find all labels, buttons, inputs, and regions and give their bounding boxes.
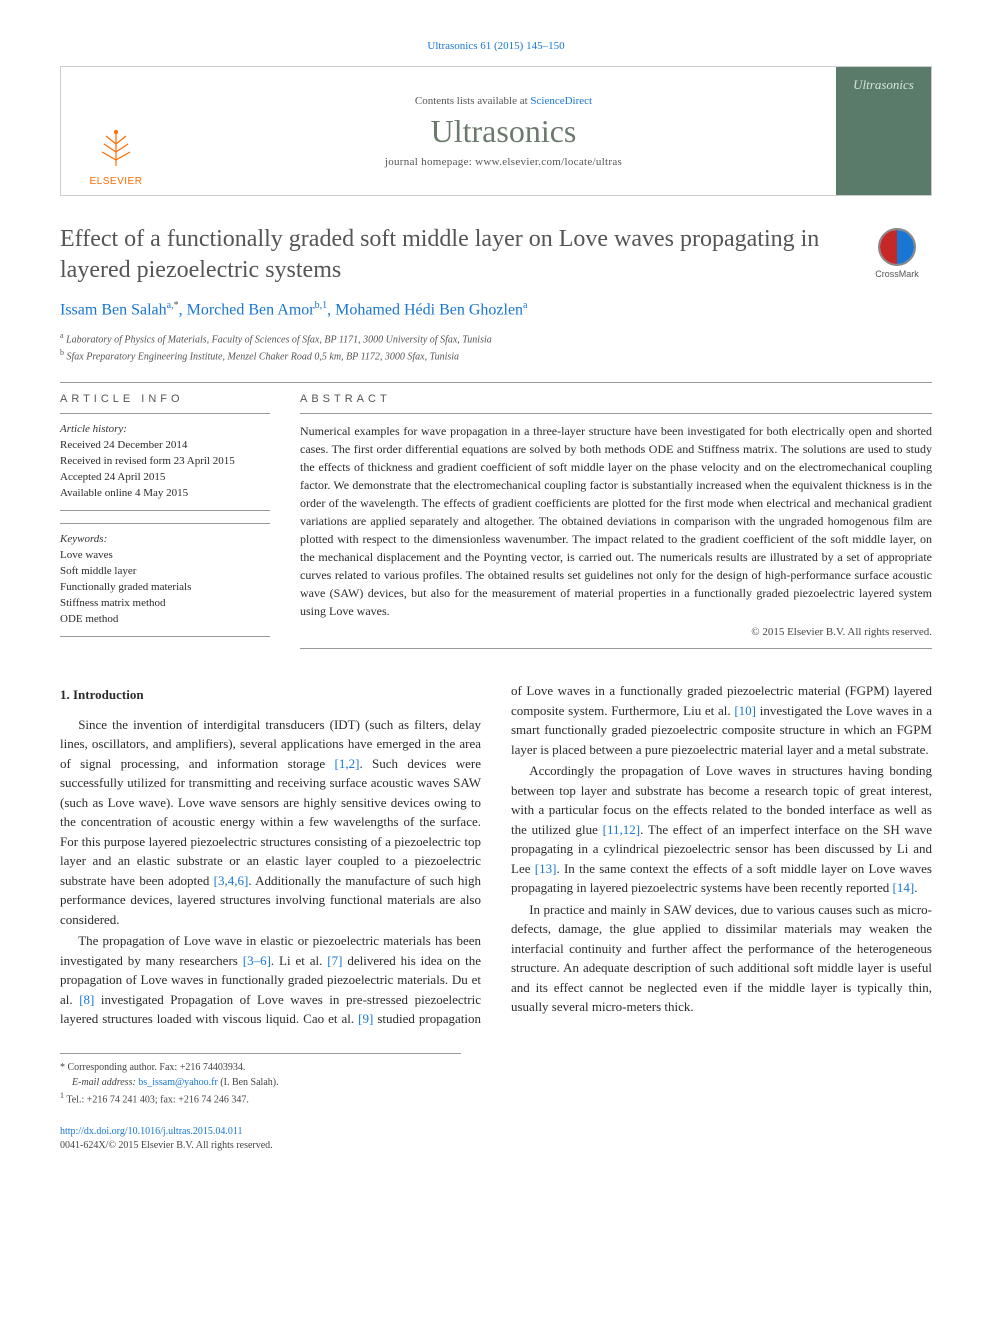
affil-b-text: Sfax Preparatory Engineering Institute, … xyxy=(64,351,459,362)
ref-link[interactable]: [8] xyxy=(79,992,94,1007)
author-1-affil: a, xyxy=(167,300,174,311)
journal-cover-thumb: Ultrasonics xyxy=(836,67,931,195)
homepage-prefix: journal homepage: xyxy=(385,156,475,168)
author-2-affil: b,1 xyxy=(315,300,328,311)
history-heading: Article history: xyxy=(60,422,270,438)
intro-para-4: In practice and mainly in SAW devices, d… xyxy=(511,900,932,1017)
history-online: Available online 4 May 2015 xyxy=(60,486,270,502)
crossmark-icon xyxy=(878,228,916,266)
abstract-text: Numerical examples for wave propagation … xyxy=(300,413,932,620)
contents-prefix: Contents lists available at xyxy=(415,95,530,107)
ref-link[interactable]: [1,2] xyxy=(335,756,360,771)
ref-link[interactable]: [7] xyxy=(327,953,342,968)
homepage-url[interactable]: www.elsevier.com/locate/ultras xyxy=(475,156,622,168)
keyword: Love waves xyxy=(60,548,270,564)
text-run: . xyxy=(914,880,917,895)
author-2-name[interactable]: Morched Ben Amor xyxy=(187,302,315,319)
crossmark-badge[interactable]: CrossMark xyxy=(862,228,932,279)
section-heading-intro: 1. Introduction xyxy=(60,685,481,705)
keywords-heading: Keywords: xyxy=(60,532,270,548)
page-footer: http://dx.doi.org/10.1016/j.ultras.2015.… xyxy=(60,1125,932,1153)
journal-homepage-line: journal homepage: www.elsevier.com/locat… xyxy=(385,156,622,168)
ref-link[interactable]: [13] xyxy=(535,861,557,876)
affil-a-text: Laboratory of Physics of Materials, Facu… xyxy=(64,334,492,345)
tel-text: Tel.: +216 74 241 403; fax: +216 74 246 … xyxy=(64,1094,249,1105)
sciencedirect-link[interactable]: ScienceDirect xyxy=(530,95,592,107)
author-sep: , xyxy=(327,302,335,319)
crossmark-label: CrossMark xyxy=(875,269,919,279)
ref-link[interactable]: [9] xyxy=(358,1011,373,1026)
ref-link[interactable]: [10] xyxy=(734,703,756,718)
ref-link[interactable]: [14] xyxy=(893,880,915,895)
corr-text: Corresponding author. Fax: +216 74403934… xyxy=(65,1062,245,1073)
keyword: Functionally graded materials xyxy=(60,580,270,596)
ref-link[interactable]: [11,12] xyxy=(603,822,640,837)
abstract-copyright: © 2015 Elsevier B.V. All rights reserved… xyxy=(300,626,932,649)
keyword: Soft middle layer xyxy=(60,564,270,580)
history-accepted: Accepted 24 April 2015 xyxy=(60,470,270,486)
corr-email[interactable]: bs_issam@yahoo.fr xyxy=(138,1077,217,1088)
text-run: . Li et al. xyxy=(271,953,327,968)
cover-title: Ultrasonics xyxy=(853,77,914,93)
keywords-block: Keywords: Love waves Soft middle layer F… xyxy=(60,523,270,637)
journal-title: Ultrasonics xyxy=(431,113,577,150)
email-suffix: (I. Ben Salah). xyxy=(218,1077,279,1088)
publisher-logo-area: ELSEVIER xyxy=(61,67,171,195)
author-3-affil: a xyxy=(523,300,527,311)
journal-masthead: ELSEVIER Contents lists available at Sci… xyxy=(60,66,932,196)
citation-line: Ultrasonics 61 (2015) 145–150 xyxy=(60,40,932,52)
article-history-block: Article history: Received 24 December 20… xyxy=(60,413,270,511)
elsevier-tree-icon xyxy=(92,124,140,172)
keyword: Stiffness matrix method xyxy=(60,596,270,612)
ref-link[interactable]: [3,4,6] xyxy=(214,873,249,888)
abstract-label: abstract xyxy=(300,383,932,413)
history-received: Received 24 December 2014 xyxy=(60,438,270,454)
keyword: ODE method xyxy=(60,612,270,628)
text-run: . In the same context the effects of a s… xyxy=(511,861,932,896)
author-footnotes: * Corresponding author. Fax: +216 744039… xyxy=(60,1053,461,1107)
email-label: E-mail address: xyxy=(72,1077,138,1088)
article-title: Effect of a functionally graded soft mid… xyxy=(60,224,820,286)
publisher-name: ELSEVIER xyxy=(90,176,143,187)
text-run: . Such devices were successfully utilize… xyxy=(60,756,481,888)
author-sep: , xyxy=(179,302,187,319)
intro-para-3: Accordingly the propagation of Love wave… xyxy=(511,761,932,898)
ref-link[interactable]: [3–6] xyxy=(243,953,271,968)
article-info-label: article info xyxy=(60,383,270,413)
issn-copyright: 0041-624X/© 2015 Elsevier B.V. All right… xyxy=(60,1139,932,1153)
author-1-name[interactable]: Issam Ben Salah xyxy=(60,302,167,319)
doi-link[interactable]: http://dx.doi.org/10.1016/j.ultras.2015.… xyxy=(60,1125,932,1139)
author-list: Issam Ben Salaha,*, Morched Ben Amorb,1,… xyxy=(60,300,932,319)
history-revised: Received in revised form 23 April 2015 xyxy=(60,454,270,470)
author-3-name[interactable]: Mohamed Hédi Ben Ghozlen xyxy=(335,302,523,319)
affiliations: a Laboratory of Physics of Materials, Fa… xyxy=(60,330,932,365)
article-body: 1. Introduction Since the invention of i… xyxy=(60,681,932,1029)
intro-para-1: Since the invention of interdigital tran… xyxy=(60,715,481,930)
contents-available-line: Contents lists available at ScienceDirec… xyxy=(415,95,592,107)
